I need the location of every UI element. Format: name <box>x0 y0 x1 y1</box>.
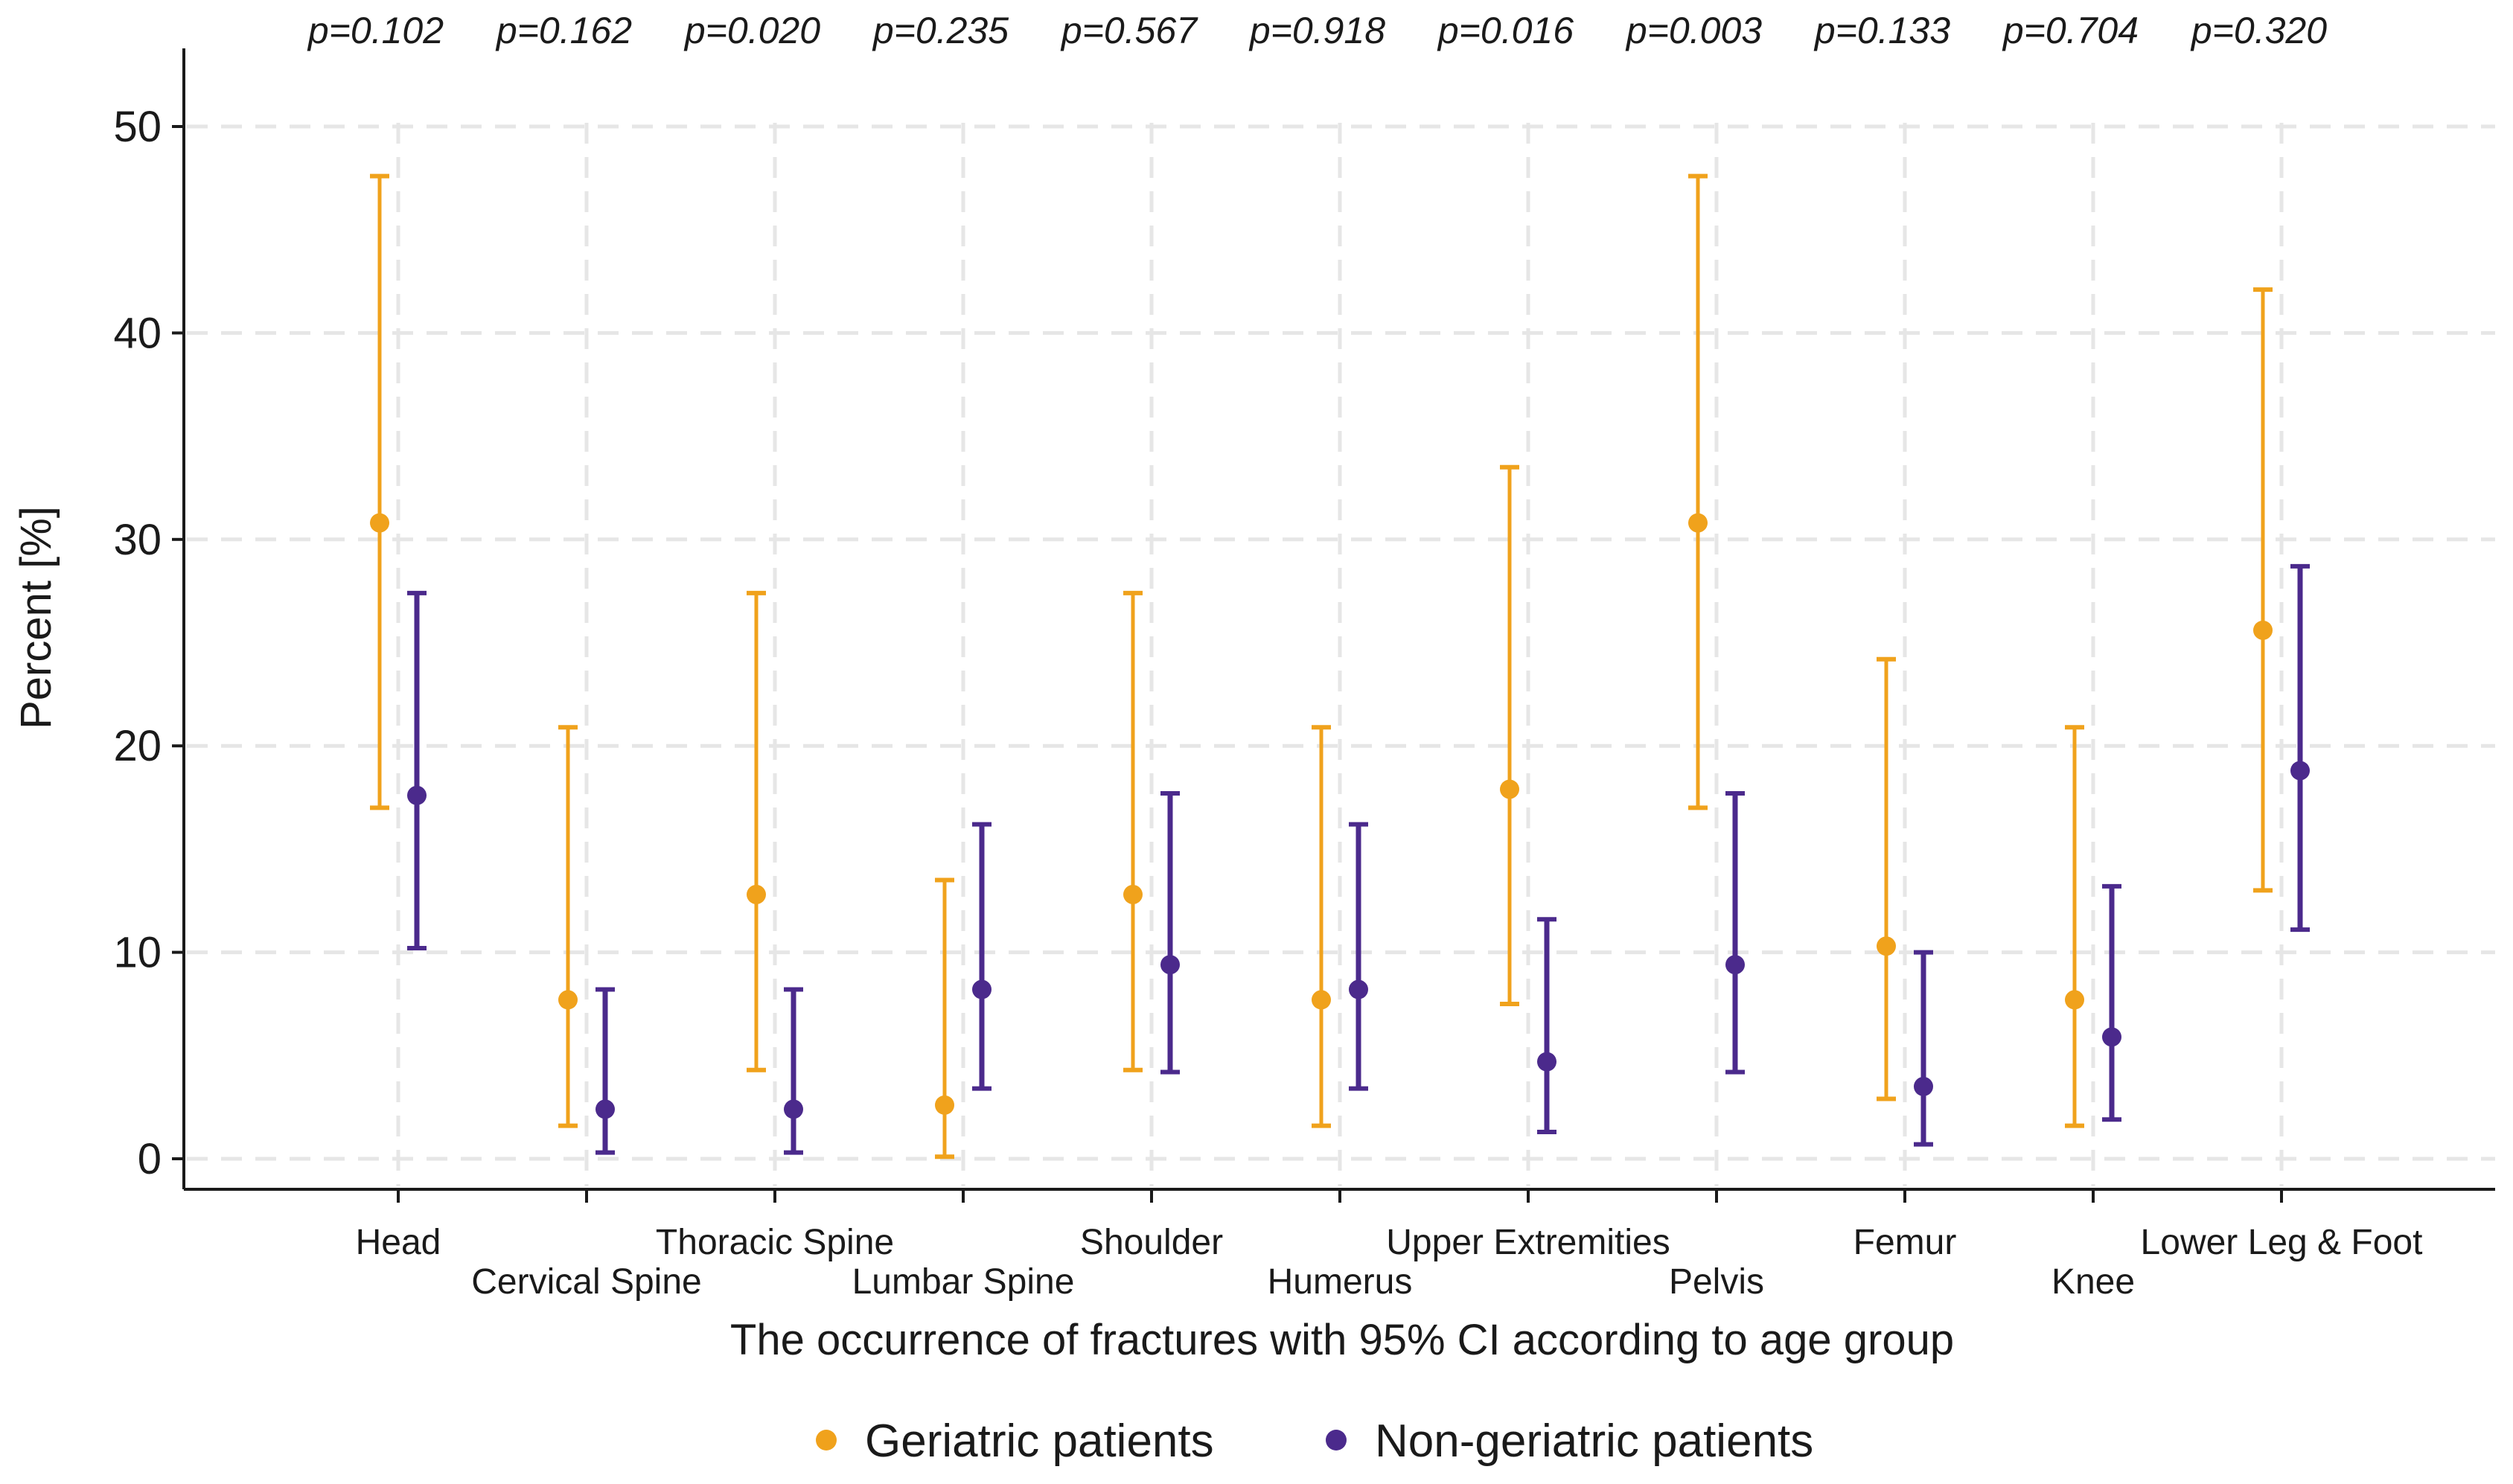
y-tick-label: 50 <box>113 103 162 151</box>
y-tick-label: 40 <box>113 309 162 357</box>
point-estimate <box>1160 955 1180 975</box>
axes <box>172 48 2495 1203</box>
point-estimate <box>935 1095 954 1115</box>
point-estimate <box>747 884 766 904</box>
x-tick-label: Knee <box>2051 1262 2135 1302</box>
legend-marker-geriatric <box>816 1430 837 1451</box>
legend-marker-non-geriatric <box>1326 1430 1347 1451</box>
p-value-label: p=0.235 <box>872 10 1009 51</box>
x-tick-label: Lumbar Spine <box>852 1262 1075 1302</box>
point-estimate <box>1123 884 1143 904</box>
x-axis-label: The occurrence of fractures with 95% CI … <box>730 1316 1954 1364</box>
point-estimate <box>1877 936 1896 956</box>
point-estimate <box>370 513 389 533</box>
p-value-label: p=0.016 <box>1437 10 1574 51</box>
p-value-label: p=0.704 <box>2002 10 2139 51</box>
legend: Geriatric patients Non-geriatric patient… <box>816 1416 1813 1467</box>
x-tick-label: Shoulder <box>1080 1223 1223 1262</box>
point-estimate <box>972 979 992 1000</box>
x-tick-label: Lower Leg & Foot <box>2141 1223 2423 1262</box>
point-estimate <box>1688 513 1708 533</box>
p-value-label: p=0.918 <box>1248 10 1385 51</box>
legend-label-non-geriatric: Non-geriatric patients <box>1375 1416 1813 1467</box>
gridlines <box>187 123 2495 1186</box>
error-bars <box>370 173 2310 1160</box>
point-estimate <box>1914 1076 1933 1096</box>
x-tick-label: Upper Extremities <box>1386 1223 1670 1262</box>
x-tick-label: Pelvis <box>1669 1262 1764 1302</box>
point-estimate <box>1312 990 1331 1010</box>
point-estimate <box>2065 990 2084 1010</box>
x-tick-label: Head <box>356 1223 441 1262</box>
point-estimate <box>2253 620 2273 640</box>
y-tick-label: 10 <box>113 929 162 977</box>
p-value-label: p=0.133 <box>1813 10 1950 51</box>
y-axis-label: Percent [%] <box>12 506 60 729</box>
y-tick-labels: 0 10 20 30 40 50 <box>113 103 162 1183</box>
x-tick-label: Thoracic Spine <box>656 1223 894 1262</box>
point-estimate <box>784 1099 803 1119</box>
point-estimate <box>407 785 427 805</box>
p-value-labels: p=0.102 p=0.162 p=0.020 p=0.235 p=0.567 p=0.9… <box>307 10 2327 51</box>
y-tick-label: 20 <box>113 722 162 770</box>
point-estimate <box>595 1099 615 1119</box>
point-estimate <box>2102 1027 2121 1047</box>
x-tick-label: Cervical Spine <box>471 1262 701 1302</box>
x-tick-label: Femur <box>1853 1223 1957 1262</box>
x-tick-label: Humerus <box>1268 1262 1413 1302</box>
point-estimate <box>1349 979 1368 1000</box>
p-value-label: p=0.320 <box>2190 10 2327 51</box>
p-value-label: p=0.003 <box>1625 10 1762 51</box>
point-estimate <box>2290 761 2310 781</box>
p-value-label: p=0.102 <box>307 10 444 51</box>
p-value-label: p=0.162 <box>495 10 632 51</box>
point-estimate <box>558 990 578 1010</box>
p-value-label: p=0.567 <box>1060 10 1198 51</box>
p-value-label: p=0.020 <box>683 10 820 51</box>
series-non-geriatric <box>407 563 2310 1155</box>
legend-label-geriatric: Geriatric patients <box>865 1416 1214 1467</box>
series-geriatric <box>370 173 2273 1160</box>
point-estimate <box>1500 779 1519 799</box>
point-estimate <box>1537 1052 1556 1072</box>
point-estimate <box>1725 955 1745 975</box>
y-tick-label: 30 <box>113 516 162 564</box>
y-tick-label: 0 <box>138 1135 162 1183</box>
